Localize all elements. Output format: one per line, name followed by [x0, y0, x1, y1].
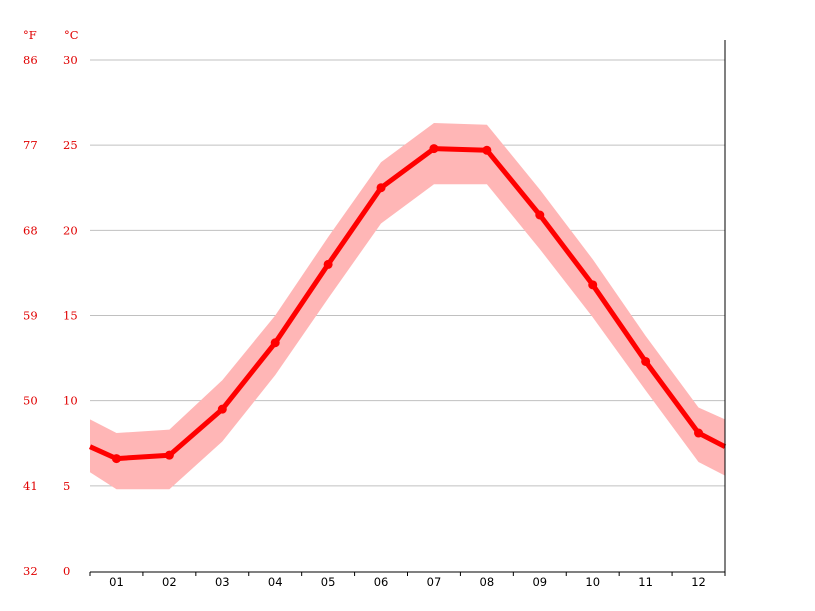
y-tick-c-20: 20: [63, 223, 78, 237]
x-tick-label-04: 04: [268, 575, 283, 589]
range-band-area: [90, 123, 725, 490]
y-tick-f-68: 68: [23, 223, 38, 237]
x-axis-ticks: 01 02 03 04 05 06 07 08 09 10 11 12: [89, 572, 726, 589]
y-tick-c-15: 15: [63, 309, 78, 323]
data-point-04: [270, 338, 280, 348]
y-tick-c-0: 0: [63, 564, 70, 578]
y-tick-c-5: 5: [63, 479, 70, 493]
y-tick-f-86: 86: [23, 53, 38, 67]
x-tick-label-06: 06: [374, 575, 389, 589]
y-tick-c-10: 10: [63, 394, 78, 408]
axes: [90, 40, 726, 573]
y-tick-f-77: 77: [23, 138, 38, 152]
temperature-line: [88, 146, 727, 462]
x-tick-label-01: 01: [109, 575, 124, 589]
data-point-12: [694, 428, 704, 438]
data-points: [111, 144, 704, 464]
y-tick-f-59: 59: [23, 309, 38, 323]
x-tick-label-07: 07: [427, 575, 442, 589]
data-point-02: [164, 450, 174, 460]
data-point-09: [535, 210, 545, 220]
data-point-11: [641, 356, 651, 366]
x-tick-label-03: 03: [215, 575, 230, 589]
data-point-08: [482, 145, 492, 155]
x-tick-label-09: 09: [532, 575, 547, 589]
data-point-01: [111, 454, 121, 464]
x-tick-label-10: 10: [585, 575, 600, 589]
series-line: [88, 146, 727, 462]
data-point-07: [429, 144, 439, 154]
temperature-range-band: [90, 123, 725, 490]
y-tick-f-50: 50: [23, 394, 38, 408]
fahrenheit-unit-label: °F: [23, 28, 37, 42]
x-tick-label-11: 11: [638, 575, 653, 589]
y-tick-f-41: 41: [23, 479, 38, 493]
data-point-05: [323, 259, 333, 269]
data-point-10: [588, 280, 598, 290]
y-tick-c-25: 25: [63, 138, 78, 152]
x-tick-label-12: 12: [691, 575, 706, 589]
data-point-06: [376, 183, 386, 193]
y-axis-ticks: 0 32 5 41 10 50 15 59 20 68 25 77 30 86: [23, 53, 78, 578]
celsius-unit-label: °C: [64, 28, 79, 42]
x-tick-label-02: 02: [162, 575, 177, 589]
data-point-03: [217, 404, 227, 414]
y-tick-f-32: 32: [23, 564, 38, 578]
x-tick-label-08: 08: [480, 575, 495, 589]
x-tick-label-05: 05: [321, 575, 336, 589]
y-tick-c-30: 30: [63, 53, 78, 67]
